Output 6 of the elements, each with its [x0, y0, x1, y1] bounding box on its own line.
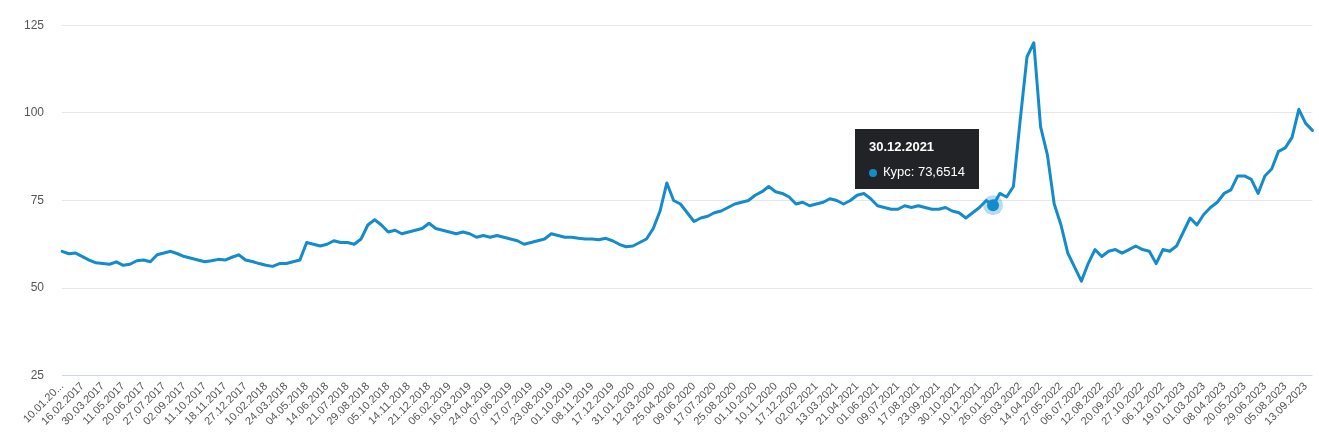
y-tick-label: 25: [30, 368, 45, 383]
y-tick-label: 75: [30, 192, 45, 207]
annotation: 30.12.2021 Курс: 73,6514: [869, 139, 965, 180]
y-tick-label: 100: [23, 105, 45, 120]
y-tick-label: 125: [23, 17, 45, 32]
y-tick-label: 50: [30, 280, 45, 295]
